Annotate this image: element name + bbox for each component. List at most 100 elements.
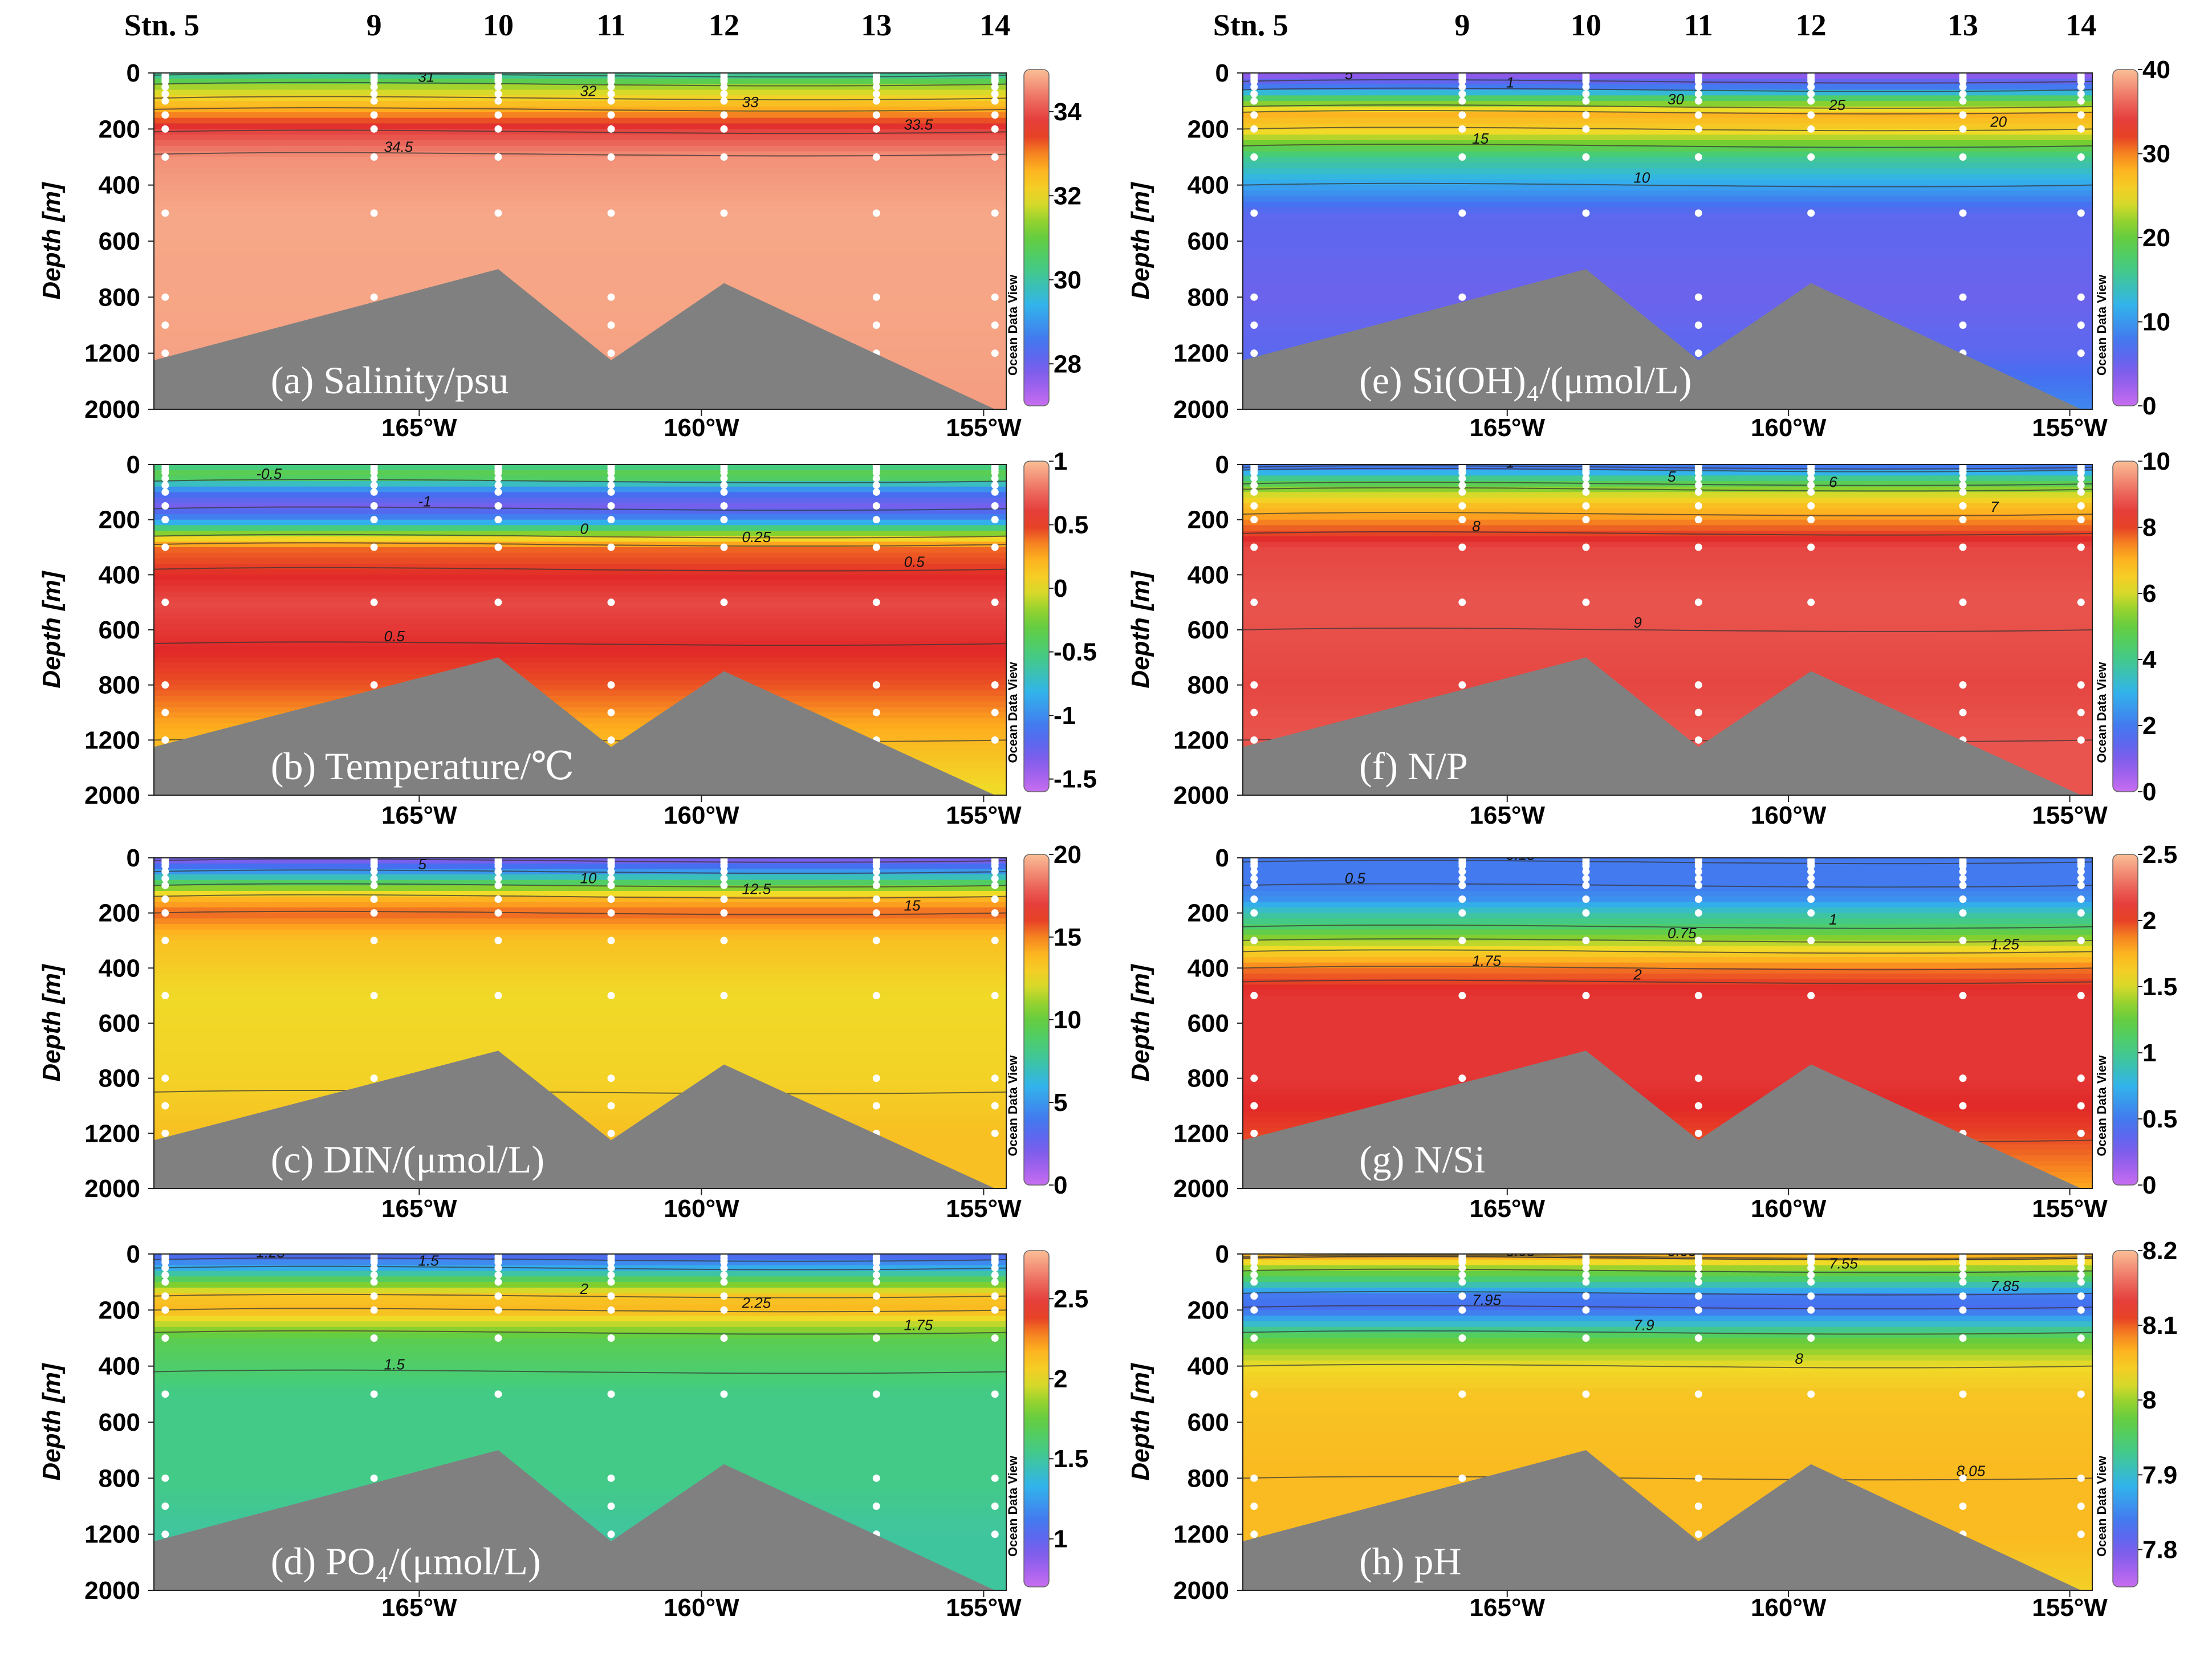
sample-dot [1582, 895, 1590, 903]
sample-dot [991, 83, 999, 91]
sample-dot [1694, 111, 1702, 119]
colorbar-tick-label: 10 [2142, 308, 2170, 336]
sample-dot [872, 868, 880, 876]
depth-tick-label: 1200 [84, 726, 140, 754]
sample-dot [370, 111, 378, 119]
sample-dot [607, 1102, 615, 1110]
color-band [1243, 280, 2092, 287]
color-band [1243, 564, 2092, 570]
color-band [154, 481, 1006, 487]
color-band [154, 101, 1006, 107]
sample-dot [1458, 681, 1466, 689]
depth-tick-label: 400 [1188, 172, 1229, 199]
colorbar-tick-label: 8 [2142, 514, 2156, 542]
sample-dot [2077, 474, 2085, 482]
plot-area: -0.5-100.250.50.50 [154, 465, 1006, 795]
sample-dot [1250, 153, 1258, 161]
contour-line [1243, 860, 2092, 865]
sample-dot [1582, 874, 1590, 882]
contour-label: 0.25 [742, 528, 771, 545]
color-band [1243, 1383, 2092, 1389]
color-band [154, 929, 1006, 936]
color-band [1243, 1506, 2092, 1513]
color-band [154, 1512, 1006, 1518]
color-band [154, 1271, 1006, 1277]
color-band [154, 1489, 1006, 1496]
color-band [154, 1056, 1006, 1062]
sample-dot [2077, 937, 2085, 944]
color-band [1243, 1399, 2092, 1406]
color-band [1243, 913, 2092, 919]
odv-watermark: Ocean Data View [2095, 1455, 2109, 1557]
station-label: 11 [596, 8, 625, 42]
contour-line [154, 506, 1006, 511]
contour-line [1243, 924, 2092, 929]
sample-dot [1694, 349, 1702, 357]
sample-dot [991, 543, 999, 551]
longitude-tick-label: 165°W [381, 414, 457, 442]
color-band [154, 1040, 1006, 1046]
sample-dot [1959, 488, 1967, 496]
sample-dot [161, 1292, 169, 1300]
contour-label: 15 [904, 897, 921, 914]
sample-dot [1807, 868, 1815, 876]
contour-label: 7.9 [1633, 1317, 1654, 1334]
color-band [1243, 1467, 2092, 1473]
color-band [154, 314, 1006, 320]
colorbar-gradient [1023, 461, 1050, 792]
depth-axis: 0 200 400 600 800 1200 2000 Depth [m] [38, 1240, 154, 1605]
color-band [1243, 1293, 2092, 1300]
colorbar-tick-label: 0 [2142, 778, 2156, 806]
sample-dot [720, 937, 728, 944]
color-band [154, 168, 1006, 174]
color-band [154, 597, 1006, 603]
sample-dot [1458, 937, 1466, 944]
sample-dot [494, 1292, 502, 1300]
sample-dot [161, 1530, 169, 1538]
color-band [154, 1259, 1006, 1266]
sample-dot [370, 125, 378, 133]
sample-dot [1959, 1292, 1967, 1300]
sample-dot [494, 83, 502, 91]
color-band [1243, 258, 2092, 264]
sample-dot [1250, 881, 1258, 889]
color-band [154, 1389, 1006, 1395]
sample-dot [161, 1503, 169, 1510]
color-band [154, 470, 1006, 477]
sample-dot [1694, 321, 1702, 329]
color-band [1243, 1321, 2092, 1328]
sample-dot [991, 111, 999, 119]
station-label: 12 [709, 8, 739, 42]
bathymetry [154, 657, 1006, 795]
contour-line [154, 1330, 1006, 1335]
sample-dot [161, 709, 169, 716]
panel-title: (d) PO₄/(μmol/L) [271, 1540, 541, 1583]
sample-dot [161, 469, 169, 477]
sample-dot [720, 153, 728, 161]
color-band [154, 1506, 1006, 1513]
color-band [154, 1100, 1006, 1106]
longitude-tick-label: 155°W [2032, 1594, 2108, 1622]
sample-dot [1582, 469, 1590, 477]
contour-label: 1 [1829, 911, 1837, 928]
color-band [1243, 1028, 2092, 1035]
color-band [1243, 1377, 2092, 1384]
station-label: 12 [1796, 8, 1827, 42]
sample-dot [1458, 502, 1466, 510]
sample-dot [1250, 874, 1258, 882]
sample-dot [720, 78, 728, 85]
sample-dot [161, 516, 169, 524]
depth-tick-label: 800 [99, 1464, 140, 1492]
color-band [1243, 107, 2092, 113]
color-band [154, 185, 1006, 192]
depth-tick-label: 2000 [84, 396, 140, 424]
sample-dot [1250, 293, 1258, 301]
sample-dot [370, 598, 378, 606]
sample-dot [607, 992, 615, 1000]
color-band [1243, 962, 2092, 969]
sample-dot [991, 516, 999, 524]
sample-dot [494, 598, 502, 606]
sample-dot [1250, 1278, 1258, 1286]
sample-dot [1694, 1334, 1702, 1342]
sample-dot [1582, 474, 1590, 482]
